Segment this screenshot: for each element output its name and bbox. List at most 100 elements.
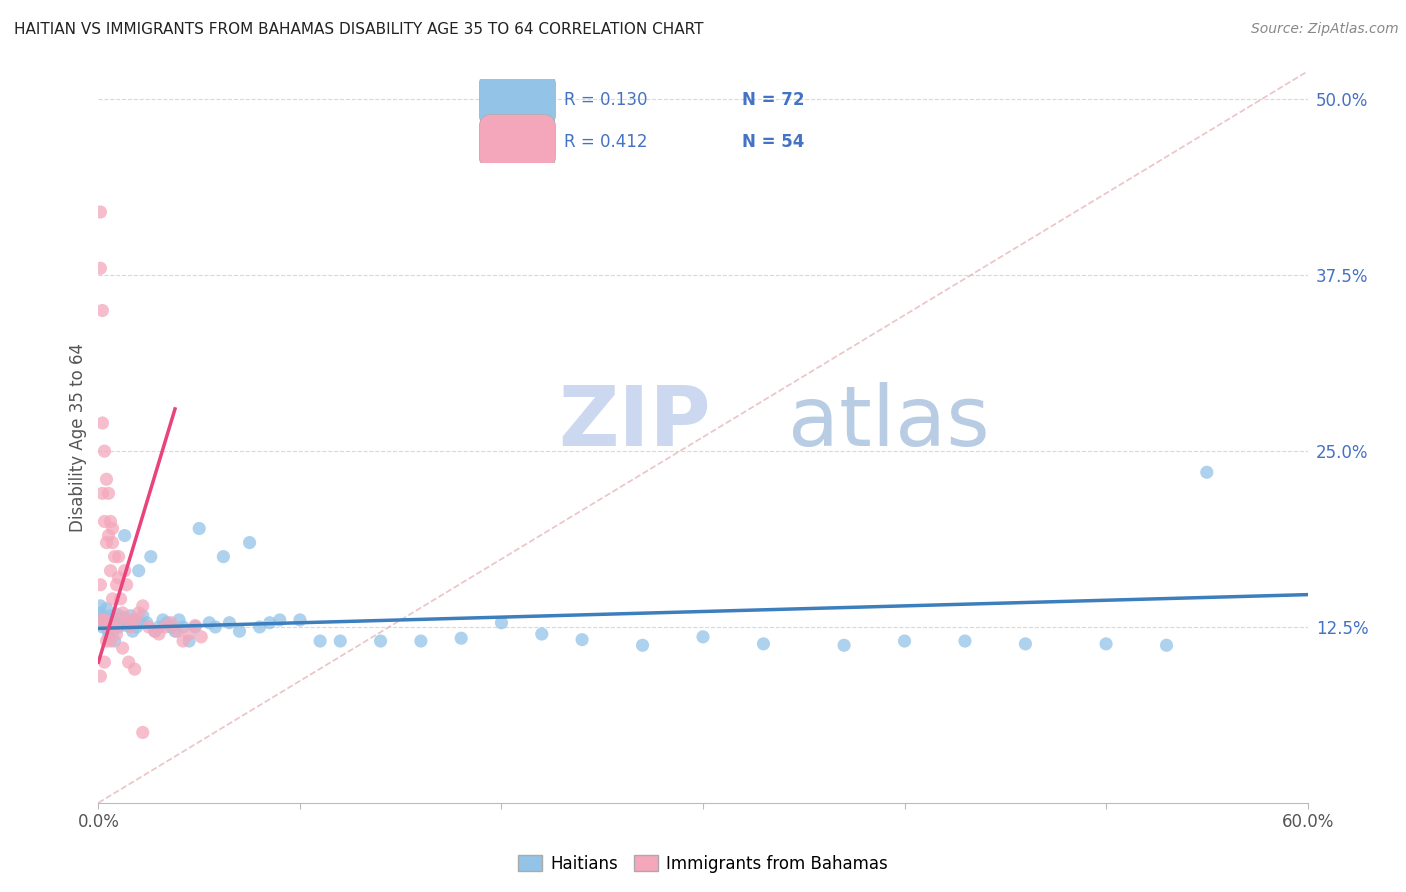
Text: ZIP: ZIP [558,382,710,463]
Point [89,669,111,683]
Point [128,564,150,578]
Point [228,624,250,639]
Point [93,444,115,458]
Y-axis label: Disability Age 35 to 64: Disability Age 35 to 64 [69,343,87,532]
Point [138,620,160,634]
Point [160,620,183,634]
Point [91,486,114,500]
Point [97,620,120,634]
Point [409,634,432,648]
Point [172,620,194,634]
Point [172,634,194,648]
Point [148,627,170,641]
Point [107,549,129,564]
Point [103,615,125,629]
Legend: Haitians, Immigrants from Bahamas: Haitians, Immigrants from Bahamas [512,848,894,880]
Point [124,613,146,627]
Point [111,641,134,656]
Point [143,624,166,639]
Point [96,472,118,486]
Point [125,620,148,634]
Point [571,632,593,647]
Point [96,535,118,549]
Point [114,564,136,578]
Point [96,601,118,615]
Point [115,618,138,632]
Point [148,620,170,634]
Point [156,615,179,630]
Point [530,627,553,641]
Point [115,578,138,592]
Point [118,613,141,627]
Point [91,303,114,318]
Point [239,535,262,549]
Point [100,515,122,529]
Point [97,613,120,627]
Point [153,620,176,634]
Point [93,615,115,630]
Point [101,625,124,640]
Point [1014,637,1036,651]
Point [135,615,157,630]
Point [97,624,120,639]
Text: atlas: atlas [787,382,990,463]
Point [184,620,207,634]
Point [166,624,188,639]
Point [752,637,775,651]
Point [111,606,134,620]
Point [269,613,291,627]
Point [105,578,128,592]
Point [204,620,226,634]
Point [118,655,141,669]
Point [309,634,332,648]
Point [179,627,201,641]
Point [110,615,132,630]
Point [631,638,654,652]
Point [832,638,855,652]
Point [111,610,134,624]
Point [93,613,115,627]
Point [89,606,111,620]
Point [129,615,152,630]
Point [100,608,122,623]
Point [1095,637,1118,651]
Point [107,613,129,627]
Point [100,617,122,632]
Point [188,521,211,535]
Point [93,613,115,627]
Point [91,613,114,627]
Point [114,528,136,542]
Point [101,535,124,549]
Point [249,620,271,634]
Point [103,620,125,634]
Point [132,608,155,623]
Text: HAITIAN VS IMMIGRANTS FROM BAHAMAS DISABILITY AGE 35 TO 64 CORRELATION CHART: HAITIAN VS IMMIGRANTS FROM BAHAMAS DISAB… [14,22,703,37]
Point [167,613,190,627]
Text: Source: ZipAtlas.com: Source: ZipAtlas.com [1251,22,1399,37]
Point [107,613,129,627]
Point [132,725,155,739]
Point [132,599,155,613]
Point [118,615,141,630]
Point [198,615,221,630]
Point [107,620,129,634]
Point [97,486,120,500]
Point [1156,638,1178,652]
Point [179,634,201,648]
Point [97,528,120,542]
Point [120,608,142,623]
Point [139,549,162,564]
Point [96,620,118,634]
Point [96,634,118,648]
Point [491,615,513,630]
Point [100,564,122,578]
Point [143,624,166,639]
Point [160,615,183,630]
Point [128,606,150,620]
Point [259,615,281,630]
Point [163,624,186,639]
Point [105,627,128,641]
Point [120,620,142,634]
Point [121,624,143,639]
Point [89,599,111,613]
